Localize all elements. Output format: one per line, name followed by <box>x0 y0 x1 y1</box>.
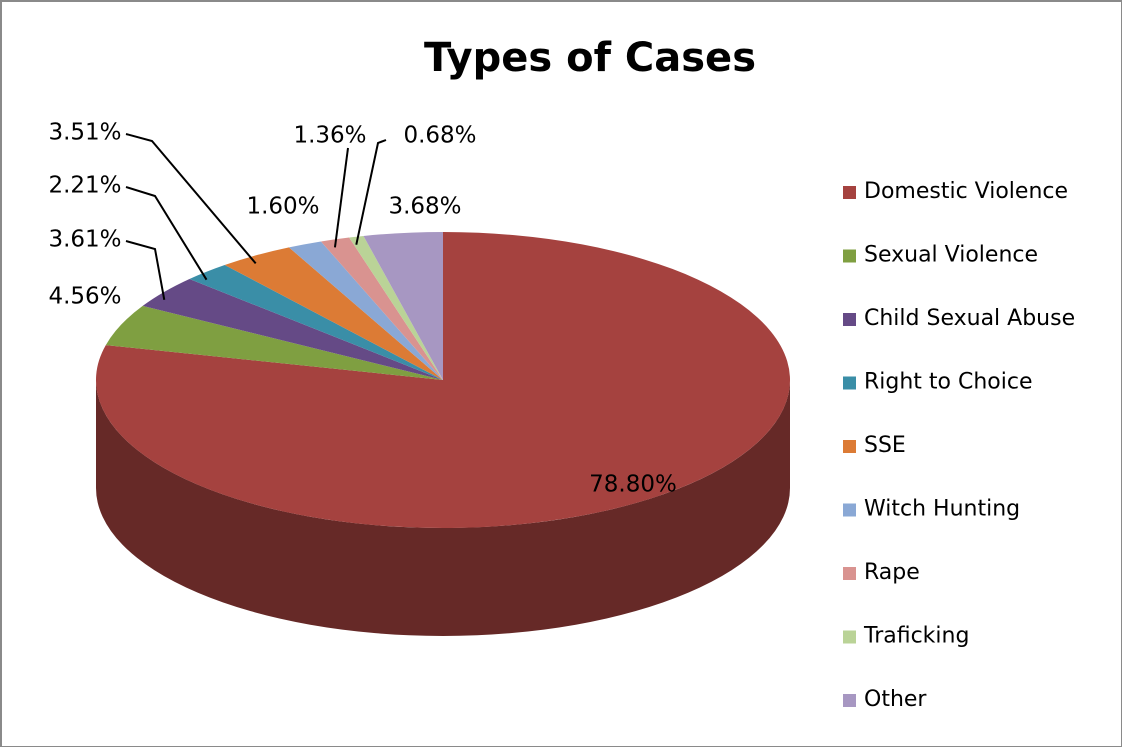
data-label: 3.61% <box>48 227 121 253</box>
legend-label: Witch Hunting <box>864 497 1020 522</box>
chart-title: Types of Cases <box>424 35 756 81</box>
legend-label: Domestic Violence <box>864 179 1068 204</box>
legend-label: Rape <box>864 560 920 585</box>
legend-label: Right to Choice <box>864 370 1033 395</box>
pie-slice <box>224 247 443 380</box>
data-label: 3.68% <box>388 194 461 220</box>
pie-slice <box>288 241 443 380</box>
pie-slice <box>363 232 443 380</box>
legend-swatch <box>843 313 856 326</box>
leader-line <box>125 186 208 281</box>
data-label: 1.60% <box>246 194 319 220</box>
legend-label: Other <box>864 687 927 712</box>
legend-label: Child Sexual Abuse <box>864 306 1075 331</box>
legend-swatch <box>843 567 856 580</box>
legend-label: Traficking <box>863 624 969 649</box>
legend-swatch <box>843 249 856 263</box>
pie-slice <box>320 237 443 380</box>
legend-swatch <box>843 503 856 517</box>
data-label: 0.68% <box>403 123 476 149</box>
legend-swatch <box>843 376 856 390</box>
leader-line <box>125 133 257 265</box>
data-label: 1.36% <box>293 123 366 149</box>
legend-label: Sexual Violence <box>864 243 1038 268</box>
legend-swatch <box>843 694 856 707</box>
leader-line <box>355 139 387 245</box>
pie-side <box>96 380 790 636</box>
pie-slice <box>96 232 790 528</box>
pie-slice <box>189 264 443 380</box>
data-label: 3.51% <box>48 120 121 146</box>
leader-line <box>125 240 166 301</box>
leader-line <box>333 147 349 248</box>
data-label: 78.80% <box>589 472 677 498</box>
legend-swatch <box>843 186 856 199</box>
data-label: 4.56% <box>48 284 121 310</box>
legend-label: SSE <box>864 433 906 458</box>
pie-slice <box>105 305 444 380</box>
pie-slice <box>349 235 443 380</box>
pie-slice <box>142 278 444 380</box>
data-label: 2.21% <box>48 173 121 199</box>
legend-swatch <box>843 630 856 644</box>
legend-swatch <box>843 440 856 453</box>
